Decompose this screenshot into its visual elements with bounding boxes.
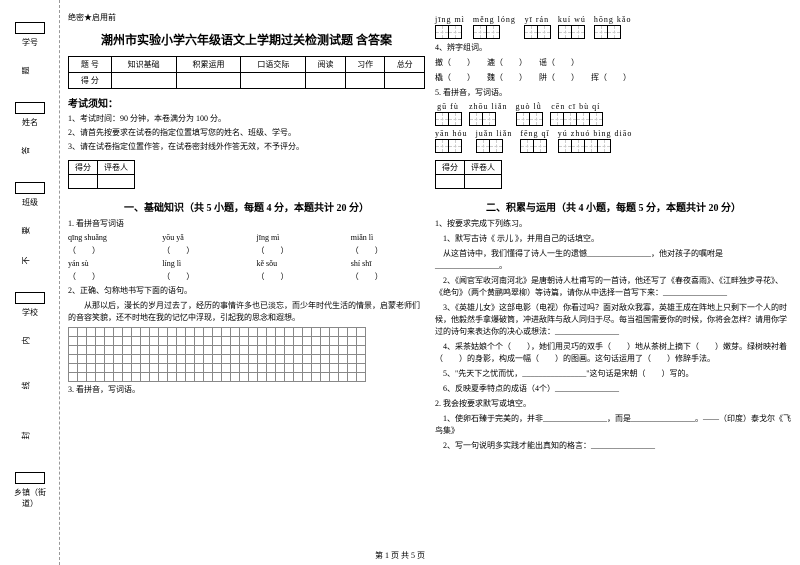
name-box[interactable]: [15, 102, 45, 114]
char-input-grid[interactable]: [435, 112, 461, 126]
margin-char: 要: [21, 227, 32, 235]
school-label: 学校: [10, 307, 50, 318]
q2-body: 从那以后，漫长的岁月过去了，经历的事情许多也已淡忘，而少年时代生活的情景，启蒙老…: [68, 300, 425, 324]
exam-title: 潮州市实验小学六年级语文上学期过关检测试题 含答案: [68, 31, 425, 48]
town-box[interactable]: [15, 472, 45, 484]
student-id-box[interactable]: [15, 22, 45, 34]
right-column: jīng mì měng lóng yī rán kuí wú hōng kǎo 4、辨…: [435, 12, 792, 553]
pinyin-label: fēng qǐ: [520, 129, 549, 138]
pinyin-label: gū fù: [435, 102, 461, 111]
margin-char: 内: [21, 337, 32, 345]
char-input-grid[interactable]: [473, 25, 516, 39]
pinyin-label: zhōu liǎn: [469, 102, 508, 111]
q4-line1[interactable]: 撤（ ） 漉（ ） 谣（ ）: [435, 57, 792, 69]
score-entry-box: 得分评卷人: [68, 160, 135, 189]
char-input-grid[interactable]: [469, 112, 508, 126]
char-input-grid[interactable]: [550, 112, 602, 126]
pinyin-label: yú zhuó bìng diāo: [558, 129, 633, 138]
char-input-grid[interactable]: [520, 139, 549, 153]
char-input-grid[interactable]: [435, 25, 465, 39]
s2-q2: 2. 我会按要求默写或填空。: [435, 398, 792, 410]
pinyin-label: yī rán: [524, 15, 550, 24]
notice-3: 3、请在试卷指定位置作答，在试卷密封线外作答无效，不予评分。: [68, 141, 425, 152]
pinyin-label: měng lóng: [473, 15, 516, 24]
char-input-grid[interactable]: [435, 139, 468, 153]
margin-char: 线: [21, 382, 32, 390]
notice-2: 2、请首先按要求在试卷的指定位置填写您的姓名、班级、学号。: [68, 127, 425, 138]
pinyin-label: cēn cī bù qí: [550, 102, 602, 111]
q1: 1. 看拼音写词语: [68, 218, 425, 230]
char-input-grid[interactable]: [476, 139, 513, 153]
s2-q1: 1、按要求完成下列练习。: [435, 218, 792, 230]
notice-heading: 考试须知：: [68, 95, 425, 110]
q3: 3. 看拼音，写词语。: [68, 384, 425, 396]
pinyin-label: jīng mì: [435, 15, 465, 24]
writing-grid[interactable]: [68, 327, 425, 381]
class-label: 班级: [10, 197, 50, 208]
student-id-label: 学号: [10, 37, 50, 48]
char-input-grid[interactable]: [516, 112, 542, 126]
class-box[interactable]: [15, 182, 45, 194]
page-footer: 第 1 页 共 5 页: [0, 550, 800, 561]
secret-label: 绝密★启用前: [68, 12, 425, 23]
q4-line2[interactable]: 橇（ ） 魏（ ） 阱（ ） 挥（ ）: [435, 72, 792, 84]
score-table: 题 号 知识基础 积累运用 口语交际 阅读 习作 总分 得 分: [68, 56, 425, 89]
pinyin-label: kuí wú: [558, 15, 586, 24]
pinyin-label: guò lǜ: [516, 102, 542, 111]
char-input-grid[interactable]: [558, 25, 586, 39]
margin-char: 题: [21, 67, 32, 75]
pinyin-label: yān hóu: [435, 129, 468, 138]
section-1-heading: 一、基础知识（共 5 小题，每题 4 分，本题共计 20 分）: [68, 199, 425, 214]
score-entry-box-2: 得分评卷人: [435, 160, 502, 189]
char-input-grid[interactable]: [594, 25, 632, 39]
margin-char: 不: [21, 257, 32, 265]
notice-1: 1、考试时间：90 分钟，本卷满分为 100 分。: [68, 113, 425, 124]
section-2-heading: 二、积累与运用（共 4 小题，每题 5 分，本题共计 20 分）: [435, 199, 792, 214]
margin-char: 答: [21, 147, 32, 155]
q2: 2、正确、匀称地书写下面的语句。: [68, 285, 425, 297]
town-label: 乡镇（街道）: [10, 487, 50, 509]
left-column: 绝密★启用前 潮州市实验小学六年级语文上学期过关检测试题 含答案 题 号 知识基…: [68, 12, 425, 553]
school-box[interactable]: [15, 292, 45, 304]
q4: 4、辨字组词。: [435, 42, 792, 54]
margin-char: 封: [21, 432, 32, 440]
char-input-grid[interactable]: [558, 139, 633, 153]
pinyin-label: juǎn liǎn: [476, 129, 513, 138]
q5: 5. 看拼音，写词语。: [435, 87, 792, 99]
name-label: 姓名: [10, 117, 50, 128]
char-input-grid[interactable]: [524, 25, 550, 39]
pinyin-label: hōng kǎo: [594, 15, 632, 24]
